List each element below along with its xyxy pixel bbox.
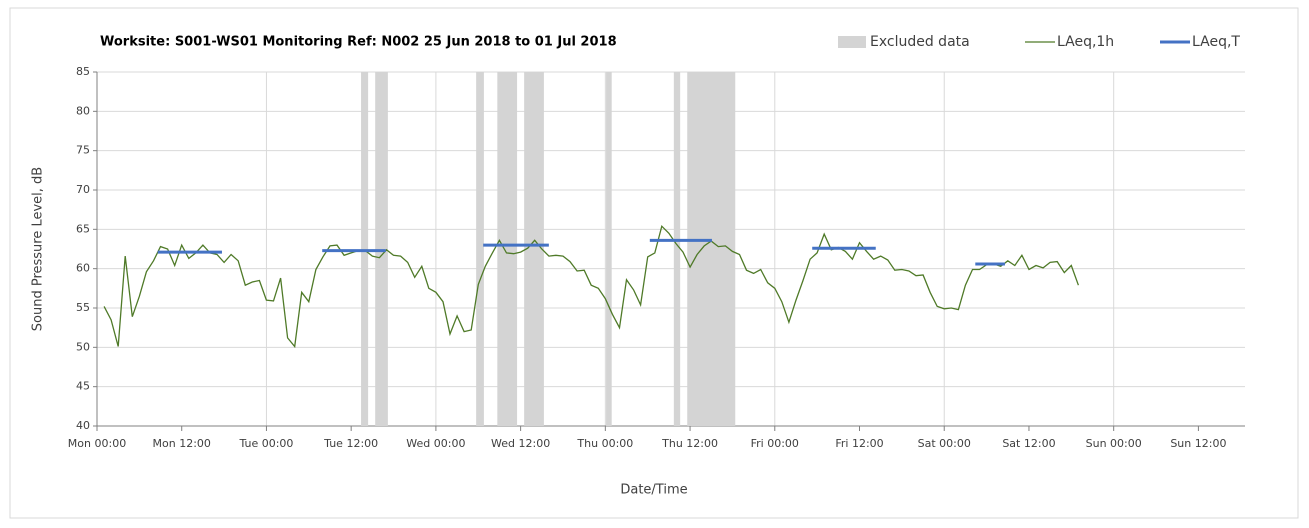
y-tick-label: 65 [76,222,90,235]
y-tick-label: 50 [76,340,90,353]
x-tick-label: Sun 00:00 [1086,437,1142,450]
y-axis-label: Sound Pressure Level, dB [31,167,46,331]
y-tick-label: 70 [76,183,90,196]
y-tick-label: 80 [76,104,90,117]
excluded-band [361,72,369,426]
excluded-band [375,72,388,426]
x-tick-label: Thu 12:00 [661,437,718,450]
y-tick-label: 75 [76,144,90,157]
x-tick-label: Tue 12:00 [323,437,378,450]
y-tick-label: 60 [76,262,90,275]
x-tick-label: Tue 00:00 [238,437,293,450]
legend-swatch [838,36,866,48]
excluded-band [606,72,612,426]
legend-label: LAeq,T [1192,34,1240,50]
x-tick-label: Wed 12:00 [491,437,550,450]
x-axis-label: Date/Time [620,483,687,498]
excluded-band [524,72,544,426]
x-tick-label: Sat 00:00 [918,437,971,450]
excluded-band [687,72,736,426]
x-tick-label: Wed 00:00 [406,437,465,450]
x-tick-label: Fri 12:00 [835,437,883,450]
x-tick-label: Sat 12:00 [1002,437,1055,450]
excluded-band [497,72,518,426]
legend-label: Excluded data [870,34,970,50]
laeq-1h-line [103,224,1080,349]
chart-title: Worksite: S001-WS01 Monitoring Ref: N002… [100,35,617,50]
excluded-band [673,72,681,426]
x-tick-label: Thu 00:00 [576,437,633,450]
y-tick-label: 40 [76,419,90,432]
legend-label: LAeq,1h [1057,34,1114,50]
excluded-band [476,72,484,426]
chart-frame [9,7,1299,519]
y-tick-label: 85 [76,65,90,78]
x-tick-label: Mon 00:00 [68,437,126,450]
y-tick-label: 55 [76,301,90,314]
x-tick-label: Mon 12:00 [153,437,211,450]
x-tick-label: Fri 00:00 [751,437,799,450]
y-tick-label: 45 [76,380,90,393]
x-tick-label: Sun 12:00 [1170,437,1226,450]
